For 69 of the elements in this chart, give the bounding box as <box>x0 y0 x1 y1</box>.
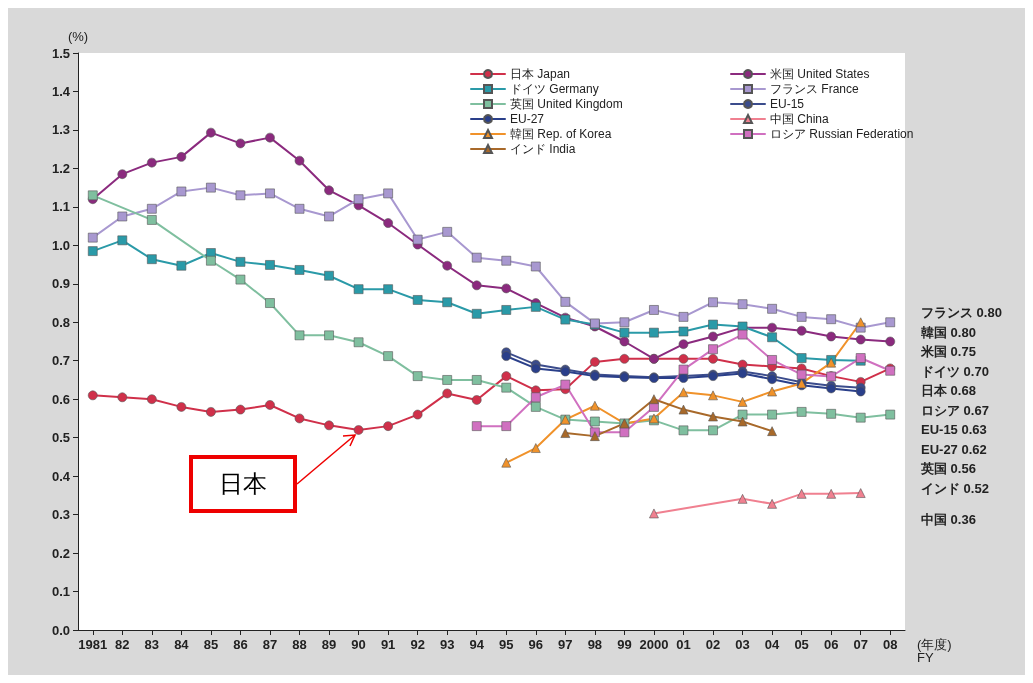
legend-label: EU-27 <box>510 112 545 126</box>
x-tick-label: 08 <box>883 637 898 652</box>
x-tick-label: 91 <box>380 637 396 652</box>
text: 韓国 0.80 <box>921 324 976 340</box>
y-tick-label: 0.9 <box>51 276 70 292</box>
x-tick-label: 02 <box>705 637 721 652</box>
x-tick-label: 05 <box>794 637 809 652</box>
x-tick-label: 04 <box>764 637 781 652</box>
y-tick-label: 1.1 <box>51 199 70 215</box>
y-tick-label: 1.0 <box>51 237 70 253</box>
y-tick-label: 0.6 <box>51 391 70 407</box>
x-tick-label: 2000 <box>639 637 669 652</box>
legend-label: ドイツ Germany <box>510 82 599 96</box>
y-tick-label: 0.2 <box>51 545 70 561</box>
x-tick-label: 98 <box>587 637 603 652</box>
text: インド 0.52 <box>921 480 989 496</box>
legend-label: フランス France <box>770 82 860 96</box>
x-tick-label: 83 <box>144 637 160 652</box>
y-tick-label: 1.2 <box>51 160 70 176</box>
y-tick-label: 0.8 <box>51 314 70 330</box>
x-tick-label: 82 <box>115 637 130 652</box>
legend-label: 米国 United States <box>770 67 870 81</box>
y-tick-label: 1.3 <box>51 122 70 138</box>
x-tick-label: 06 <box>823 637 839 652</box>
y-tick-label: 1.5 <box>51 45 70 61</box>
x-tick-label: 88 <box>292 637 307 652</box>
x-tick-label: 95 <box>499 637 514 652</box>
x-tick-label: 07 <box>853 637 868 652</box>
x-tick-label: 89 <box>321 637 337 652</box>
x-tick-label: 01 <box>676 637 691 652</box>
y-tick-label: 0.4 <box>51 468 71 484</box>
legend-label: 中国 China <box>770 112 830 126</box>
legend-label: ロシア Russian Federation <box>770 127 914 141</box>
y-tick-label: 1.4 <box>51 83 71 99</box>
x-tick-label: 03 <box>735 637 750 652</box>
legend-label: インド India <box>510 142 576 156</box>
x-tick-label: 86 <box>233 637 248 652</box>
x-tick-label: 85 <box>203 637 219 652</box>
y-axis-title: (%) <box>67 29 89 44</box>
text: 米国 0.75 <box>920 344 976 359</box>
x-tick-label: 99 <box>617 637 632 652</box>
legend-label: 韓国 Rep. of Korea <box>510 127 612 141</box>
text: ドイツ 0.70 <box>921 363 989 379</box>
x-tick-label: 87 <box>262 637 278 652</box>
y-tick-label: 0.3 <box>51 507 70 523</box>
text: EU-15 0.63 <box>921 422 987 437</box>
y-tick-label: 0.5 <box>51 430 70 446</box>
legend-label: 英国 United Kingdom <box>510 97 623 111</box>
legend-label: 日本 Japan <box>510 67 571 81</box>
x-tick-label: 97 <box>558 637 573 652</box>
x-tick-label: 90 <box>351 637 366 652</box>
text: 英国 0.56 <box>920 461 976 476</box>
legend-label: EU-15 <box>770 97 805 111</box>
text: フランス 0.80 <box>921 305 1002 320</box>
text: EU-27 0.62 <box>921 441 987 457</box>
x-tick-label: 1981 <box>78 637 108 652</box>
x-tick-label: 96 <box>528 637 544 652</box>
x-tick-label: 92 <box>410 637 425 652</box>
text: 中国 0.36 <box>921 512 976 527</box>
x-tick-label: 93 <box>439 637 455 652</box>
y-tick-label: 0.7 <box>51 353 70 369</box>
annotation: 日本 <box>188 454 297 513</box>
x-tick-label: 94 <box>469 637 485 652</box>
y-tick-label: 0.1 <box>51 584 70 600</box>
text: ロシア 0.67 <box>921 402 989 418</box>
y-tick-label: 0.0 <box>51 622 70 638</box>
text: 日本 0.68 <box>921 383 976 398</box>
x-tick-label: 84 <box>174 637 190 652</box>
x-axis-title: (年度) FY <box>917 637 952 665</box>
